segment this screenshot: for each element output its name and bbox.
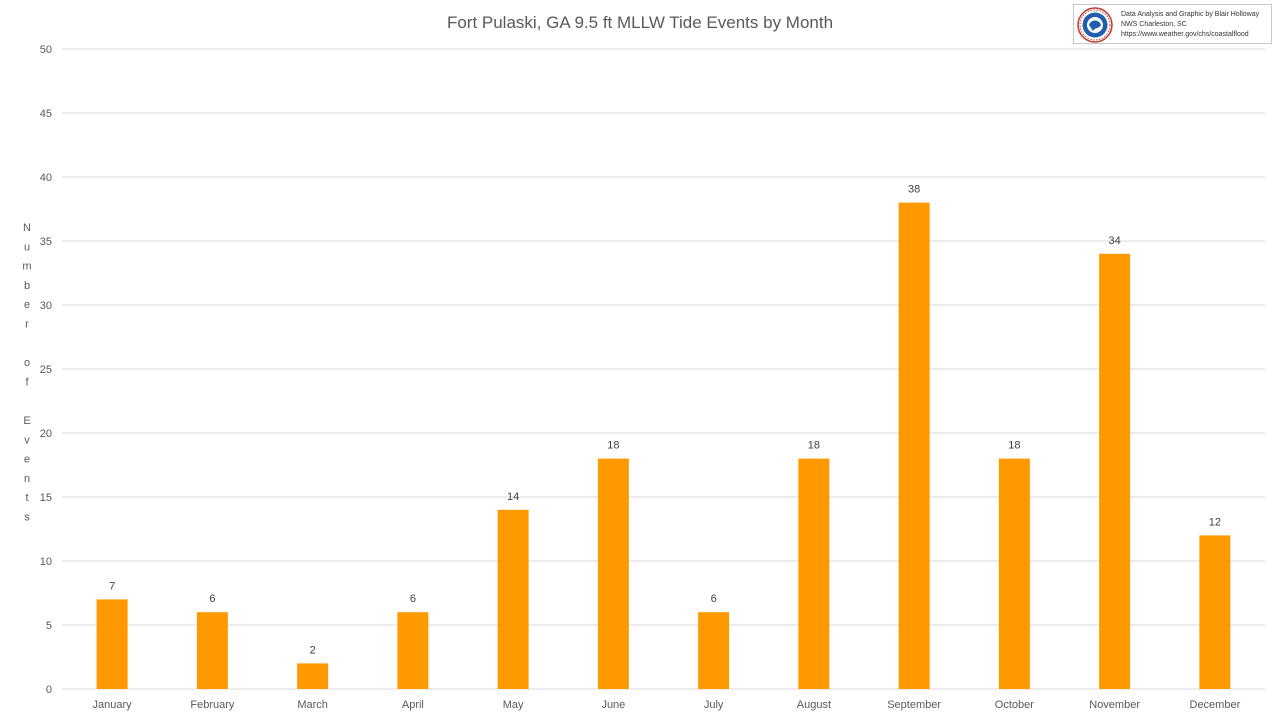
data-label: 6 (711, 593, 717, 605)
y-tick-label: 25 (40, 364, 52, 376)
x-tick-label: February (190, 699, 235, 711)
bar-february (196, 612, 228, 689)
y-axis-label-char: n (24, 473, 30, 485)
data-label: 34 (1109, 235, 1121, 247)
bar-september (898, 202, 930, 689)
bar-july (698, 612, 730, 689)
bar-january (96, 599, 128, 689)
data-label: 18 (1008, 440, 1020, 452)
bars (96, 202, 1231, 690)
credit-line-url[interactable]: https://www.weather.gov/chs/coastalflood (1121, 31, 1249, 38)
y-tick-label: 45 (40, 108, 52, 120)
y-axis-label-char: m (22, 261, 31, 273)
data-label: 38 (908, 184, 920, 196)
credit-line-author: Data Analysis and Graphic by Blair Hollo… (1121, 11, 1260, 18)
y-axis-label-char: s (24, 512, 30, 524)
credit-box: Data Analysis and Graphic by Blair Hollo… (1073, 4, 1272, 44)
credit-text: Data Analysis and Graphic by Blair Hollo… (1121, 10, 1271, 40)
credit-line-office: NWS Charleston, SC (1121, 21, 1187, 28)
y-tick-label: 40 (40, 172, 52, 184)
x-tick-label: April (402, 699, 424, 711)
x-tick-label: June (601, 699, 625, 711)
x-tick-label: September (887, 699, 941, 711)
y-axis-label-char: e (24, 299, 30, 311)
y-tick-label: 35 (40, 236, 52, 248)
x-tick-label: March (297, 699, 328, 711)
y-axis-label-char: v (24, 434, 30, 446)
x-tick-label: January (93, 699, 133, 711)
x-tick-label: May (503, 699, 524, 711)
data-label: 7 (109, 580, 115, 592)
y-tick-label: 0 (46, 684, 52, 696)
x-tick-label: November (1089, 699, 1140, 711)
data-label: 18 (808, 440, 820, 452)
gridlines (62, 48, 1265, 690)
y-axis-label-char: f (25, 376, 29, 388)
y-tick-label: 5 (46, 620, 52, 632)
bar-december (1199, 535, 1231, 689)
bar-november (1099, 253, 1131, 690)
x-tick-label: July (704, 699, 724, 711)
nws-logo-icon (1077, 7, 1113, 43)
y-axis-ticks: 0 5 10 15 20 25 30 35 40 45 50 (40, 44, 52, 696)
data-label: 18 (607, 440, 619, 452)
chart-title: Fort Pulaski, GA 9.5 ft MLLW Tide Events… (447, 13, 833, 32)
bar-march (297, 663, 329, 689)
y-axis-label-char: b (24, 280, 30, 292)
y-axis-label-char: r (25, 319, 29, 331)
x-tick-label: December (1190, 699, 1241, 711)
y-tick-label: 10 (40, 556, 52, 568)
y-axis-label-char: u (24, 241, 30, 253)
y-axis-label-char: e (24, 454, 30, 466)
data-labels: 7 6 2 6 14 18 6 18 38 18 34 12 (109, 184, 1221, 657)
y-tick-label: 15 (40, 492, 52, 504)
data-label: 6 (410, 593, 416, 605)
data-label: 2 (310, 644, 316, 656)
x-tick-label: August (797, 699, 831, 711)
x-tick-label: October (995, 699, 1034, 711)
bar-april (397, 612, 429, 689)
data-label: 6 (209, 593, 215, 605)
x-axis-ticks: January February March April May June July Augu… (93, 699, 1241, 711)
y-axis-label-char: E (23, 415, 30, 427)
y-tick-label: 30 (40, 300, 52, 312)
data-label: 14 (507, 491, 519, 503)
y-tick-label: 50 (40, 44, 52, 56)
y-axis-label-char: N (23, 222, 31, 234)
bar-october (998, 458, 1030, 689)
y-axis-label-char: t (25, 492, 28, 504)
bar-may (497, 509, 529, 689)
bar-august (798, 458, 830, 689)
y-axis-label-char: o (24, 357, 30, 369)
bar-june (597, 458, 629, 689)
y-tick-label: 20 (40, 428, 52, 440)
data-label: 12 (1209, 516, 1221, 528)
